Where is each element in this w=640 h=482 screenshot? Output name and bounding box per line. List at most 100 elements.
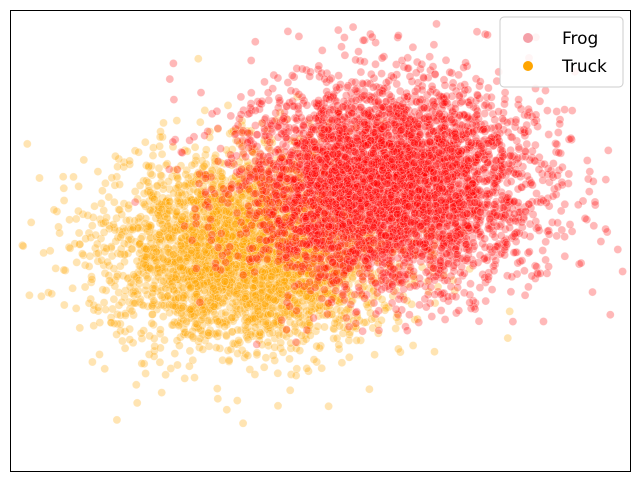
point-truck	[223, 282, 232, 292]
point-truck	[267, 198, 277, 207]
point-truck	[367, 268, 377, 278]
point-truck	[216, 267, 226, 276]
point-truck	[185, 222, 195, 232]
point-truck	[225, 258, 234, 268]
point-truck	[240, 221, 250, 231]
point-truck	[251, 281, 260, 291]
point-truck	[333, 318, 342, 328]
point-truck	[212, 215, 221, 225]
point-truck	[132, 398, 142, 408]
point-truck	[254, 237, 264, 247]
series-truck	[18, 54, 515, 428]
point-truck	[324, 280, 333, 290]
point-truck	[261, 205, 270, 214]
point-truck	[242, 224, 252, 234]
point-truck	[306, 205, 316, 215]
point-truck	[298, 288, 307, 298]
point-truck	[198, 190, 208, 199]
point-truck	[231, 297, 241, 307]
point-truck	[338, 253, 348, 263]
point-truck	[166, 245, 175, 254]
point-truck	[310, 304, 319, 313]
point-truck	[241, 308, 250, 317]
point-truck	[255, 310, 265, 320]
point-truck	[162, 267, 171, 277]
point-truck	[234, 197, 244, 207]
point-truck	[245, 277, 255, 286]
point-truck	[140, 252, 150, 262]
point-truck	[60, 300, 69, 310]
point-truck	[234, 175, 243, 185]
point-truck	[190, 142, 200, 152]
point-truck	[99, 260, 108, 270]
point-truck	[269, 295, 279, 304]
point-truck	[182, 317, 191, 326]
point-truck	[109, 294, 119, 304]
point-truck	[240, 232, 249, 242]
point-truck	[203, 276, 213, 285]
point-truck	[59, 184, 69, 193]
point-frog	[374, 326, 384, 335]
point-frog	[169, 59, 178, 68]
point-truck	[387, 167, 397, 177]
point-truck	[127, 306, 137, 316]
point-truck	[288, 201, 297, 210]
point-truck	[125, 156, 134, 166]
point-truck	[295, 289, 305, 298]
point-truck	[185, 346, 195, 356]
point-truck	[205, 252, 214, 262]
point-truck	[178, 293, 188, 303]
point-truck	[265, 211, 275, 220]
point-truck	[141, 137, 150, 147]
point-truck	[144, 350, 154, 359]
point-truck	[223, 232, 232, 241]
point-truck	[265, 329, 275, 338]
point-truck	[111, 151, 120, 161]
point-truck	[221, 271, 230, 281]
point-truck	[214, 328, 224, 338]
point-truck	[87, 275, 97, 284]
point-truck	[225, 198, 235, 207]
point-truck	[249, 265, 258, 274]
point-truck	[209, 235, 218, 245]
point-truck	[363, 222, 373, 232]
point-truck	[198, 345, 208, 354]
point-truck	[180, 219, 189, 228]
point-truck	[209, 207, 219, 217]
point-truck	[163, 243, 173, 253]
point-frog	[195, 297, 205, 307]
point-truck	[211, 284, 221, 294]
point-truck	[263, 205, 273, 215]
point-truck	[199, 205, 209, 214]
point-truck	[367, 299, 376, 308]
point-truck	[260, 200, 269, 210]
point-truck	[173, 360, 182, 370]
point-truck	[196, 196, 205, 205]
point-truck	[126, 278, 136, 288]
point-truck	[114, 288, 123, 297]
point-truck	[95, 215, 105, 224]
point-truck	[139, 301, 148, 310]
point-truck	[125, 335, 135, 344]
point-truck	[22, 139, 32, 149]
point-truck	[185, 304, 194, 313]
point-truck	[218, 265, 227, 275]
point-truck	[278, 213, 287, 223]
point-truck	[222, 206, 231, 216]
point-truck	[197, 315, 206, 325]
point-truck	[250, 296, 260, 305]
point-truck	[145, 205, 154, 214]
point-truck	[103, 257, 112, 267]
point-truck	[246, 129, 255, 138]
point-truck	[159, 224, 168, 233]
point-truck	[95, 318, 105, 327]
point-truck	[194, 54, 203, 64]
point-truck	[300, 231, 310, 241]
point-truck	[219, 251, 228, 260]
point-truck	[316, 236, 326, 246]
point-truck	[236, 215, 246, 224]
point-truck	[232, 289, 241, 299]
point-truck	[157, 149, 167, 159]
point-truck	[237, 204, 247, 213]
point-truck	[267, 303, 277, 313]
